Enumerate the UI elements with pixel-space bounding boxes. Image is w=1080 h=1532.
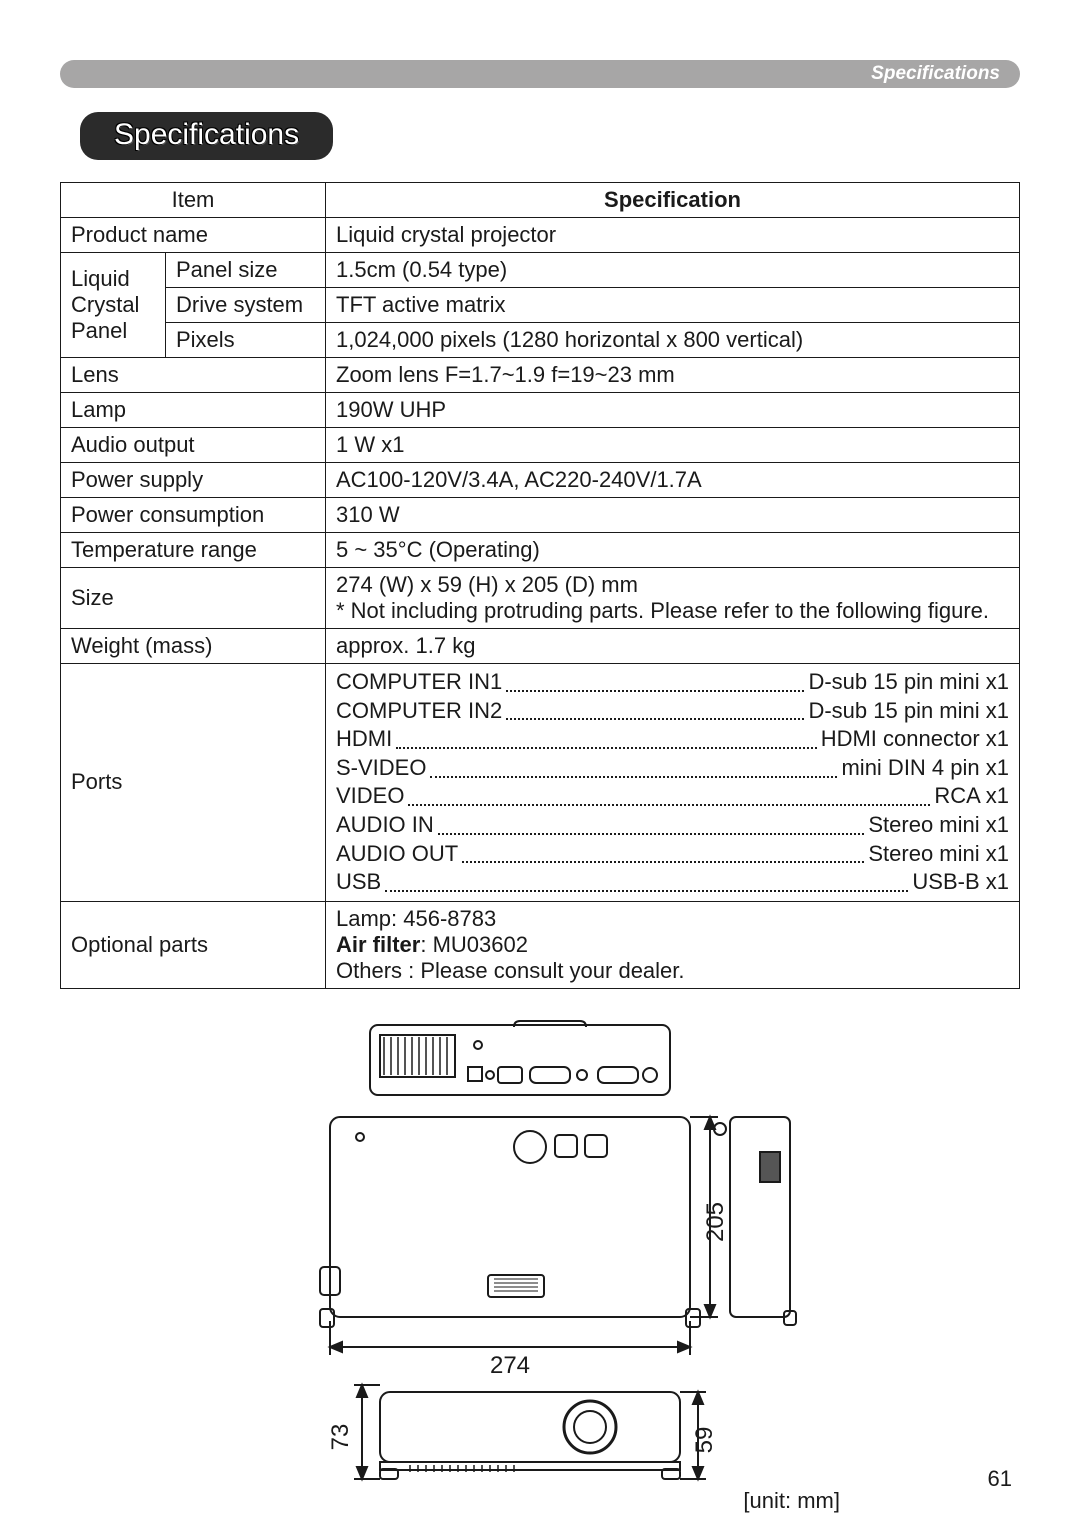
table-head-item: Item (61, 183, 326, 218)
port-connector: RCA x1 (934, 782, 1009, 811)
cell-sublabel: Drive system (166, 288, 326, 323)
port-line: VIDEO RCA x1 (336, 782, 1009, 811)
optional-others: Others : Please consult your dealer. (336, 958, 685, 983)
port-line: HDMI HDMI connector x1 (336, 725, 1009, 754)
port-line: COMPUTER IN2 D-sub 15 pin mini x1 (336, 697, 1009, 726)
page-number: 61 (988, 1466, 1012, 1492)
size-line1: 274 (W) x 59 (H) x 205 (D) mm (336, 572, 638, 597)
port-line: COMPUTER IN1 D-sub 15 pin mini x1 (336, 668, 1009, 697)
table-row: Optional parts Lamp: 456-8783 Air filter… (61, 901, 1020, 988)
table-row: Lens Zoom lens F=1.7~1.9 f=19~23 mm (61, 358, 1020, 393)
port-name: COMPUTER IN2 (336, 697, 502, 726)
cell-sublabel: Pixels (166, 323, 326, 358)
table-row: Temperature range 5 ~ 35°C (Operating) (61, 533, 1020, 568)
section-title-pill: Specifications (80, 112, 333, 160)
port-name: S-VIDEO (336, 754, 426, 783)
dim-depth-text: 205 (702, 1202, 729, 1242)
specifications-table: Item Specification Product name Liquid c… (60, 182, 1020, 989)
table-row: Pixels 1,024,000 pixels (1280 horizontal… (61, 323, 1020, 358)
cell-value: 1.5cm (0.54 type) (326, 253, 1020, 288)
table-row: Power consumption 310 W (61, 498, 1020, 533)
port-name: USB (336, 868, 381, 897)
cell-value: Zoom lens F=1.7~1.9 f=19~23 mm (326, 358, 1020, 393)
port-line: AUDIO IN Stereo mini x1 (336, 811, 1009, 840)
dim-width-text: 274 (490, 1352, 530, 1379)
cell-value: 310 W (326, 498, 1020, 533)
cell-value: 5 ~ 35°C (Operating) (326, 533, 1020, 568)
optional-air-label: Air filter (336, 932, 420, 957)
port-name: VIDEO (336, 782, 404, 811)
port-name: AUDIO IN (336, 811, 434, 840)
cell-value: Lamp: 456-8783 Air filter: MU03602 Other… (326, 901, 1020, 988)
port-connector: USB-B x1 (912, 868, 1009, 897)
cell-label: Lens (61, 358, 326, 393)
table-row: Power supply AC100-120V/3.4A, AC220-240V… (61, 463, 1020, 498)
header-bar: Specifications (60, 60, 1020, 88)
header-breadcrumb: Specifications (871, 60, 1000, 88)
cell-label: Audio output (61, 428, 326, 463)
port-connector: Stereo mini x1 (868, 840, 1009, 869)
unit-note: [unit: mm] (743, 1488, 840, 1514)
cell-label: Product name (61, 218, 326, 253)
port-line: AUDIO OUT Stereo mini x1 (336, 840, 1009, 869)
dim-height73-text: 73 (327, 1423, 354, 1450)
port-connector: HDMI connector x1 (821, 725, 1009, 754)
cell-value: Liquid crystal projector (326, 218, 1020, 253)
cell-label: Size (61, 568, 326, 629)
table-head-spec: Specification (326, 183, 1020, 218)
table-row: Audio output 1 W x1 (61, 428, 1020, 463)
cell-sublabel: Panel size (166, 253, 326, 288)
port-connector: D-sub 15 pin mini x1 (808, 697, 1009, 726)
size-line2: * Not including protruding parts. Please… (336, 598, 989, 623)
cell-value: 190W UHP (326, 393, 1020, 428)
cell-value: approx. 1.7 kg (326, 629, 1020, 664)
port-line: S-VIDEO mini DIN 4 pin x1 (336, 754, 1009, 783)
cell-value: 1 W x1 (326, 428, 1020, 463)
port-name: HDMI (336, 725, 392, 754)
cell-value: TFT active matrix (326, 288, 1020, 323)
dim-height59-text: 59 (691, 1426, 718, 1453)
optional-lamp: Lamp: 456-8783 (336, 906, 496, 931)
cell-label: Ports (61, 664, 326, 902)
table-row: Drive system TFT active matrix (61, 288, 1020, 323)
cell-value-ports: COMPUTER IN1D-sub 15 pin mini x1COMPUTER… (326, 664, 1020, 902)
table-row: Weight (mass) approx. 1.7 kg (61, 629, 1020, 664)
projector-diagram-icon: 205 274 73 59 (250, 1017, 830, 1517)
cell-label-group: Liquid Crystal Panel (61, 253, 166, 358)
cell-value: AC100-120V/3.4A, AC220-240V/1.7A (326, 463, 1020, 498)
optional-air-value: : MU03602 (420, 932, 528, 957)
table-row: Liquid Crystal Panel Panel size 1.5cm (0… (61, 253, 1020, 288)
table-row: Ports COMPUTER IN1D-sub 15 pin mini x1CO… (61, 664, 1020, 902)
port-connector: D-sub 15 pin mini x1 (808, 668, 1009, 697)
cell-label: Optional parts (61, 901, 326, 988)
port-name: AUDIO OUT (336, 840, 458, 869)
dimension-figure: 205 274 73 59 [unit: mm] (60, 1017, 1020, 1522)
port-connector: Stereo mini x1 (868, 811, 1009, 840)
cell-label: Lamp (61, 393, 326, 428)
cell-label: Temperature range (61, 533, 326, 568)
table-row: Size 274 (W) x 59 (H) x 205 (D) mm * Not… (61, 568, 1020, 629)
table-row: Product name Liquid crystal projector (61, 218, 1020, 253)
cell-value: 274 (W) x 59 (H) x 205 (D) mm * Not incl… (326, 568, 1020, 629)
cell-value: 1,024,000 pixels (1280 horizontal x 800 … (326, 323, 1020, 358)
port-line: USB USB-B x1 (336, 868, 1009, 897)
port-name: COMPUTER IN1 (336, 668, 502, 697)
table-row: Lamp 190W UHP (61, 393, 1020, 428)
cell-label: Power supply (61, 463, 326, 498)
port-connector: mini DIN 4 pin x1 (841, 754, 1009, 783)
cell-label: Power consumption (61, 498, 326, 533)
cell-label: Weight (mass) (61, 629, 326, 664)
